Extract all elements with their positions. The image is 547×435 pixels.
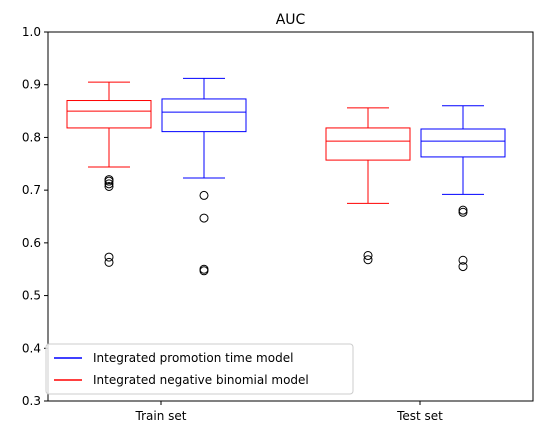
outlier-point bbox=[363, 251, 373, 261]
outlier-point bbox=[458, 262, 468, 272]
outlier-point bbox=[104, 179, 114, 189]
outlier-point bbox=[104, 252, 114, 262]
outlier-point bbox=[199, 213, 209, 223]
box-promotion-time-train bbox=[161, 77, 247, 276]
y-tick-label: 0.8 bbox=[22, 130, 41, 144]
iqr-box bbox=[325, 127, 411, 161]
x-tick-label: Test set bbox=[396, 409, 443, 423]
y-tick-label: 1.0 bbox=[22, 25, 41, 39]
box-negative-binomial-test bbox=[325, 107, 411, 265]
legend-label: Integrated negative binomial model bbox=[93, 373, 309, 387]
box-negative-binomial-train bbox=[66, 81, 152, 267]
box-promotion-time-test bbox=[420, 105, 506, 272]
y-tick-label: 0.5 bbox=[22, 289, 41, 303]
legend-label: Integrated promotion time model bbox=[93, 351, 293, 365]
outlier-point bbox=[363, 255, 373, 265]
y-tick-label: 0.7 bbox=[22, 183, 41, 197]
outlier-point bbox=[104, 181, 114, 191]
outlier-point bbox=[458, 205, 468, 215]
chart-title: AUC bbox=[276, 12, 306, 28]
legend: Integrated promotion time model Integrate… bbox=[45, 343, 354, 395]
legend-box bbox=[45, 343, 354, 395]
outlier-point bbox=[104, 176, 114, 186]
y-tick-label: 0.4 bbox=[22, 341, 41, 355]
boxes-layer bbox=[66, 77, 506, 276]
outlier-point bbox=[458, 207, 468, 217]
x-tick-label: Train set bbox=[135, 409, 187, 423]
axes-layer: 0.3 0.4 0.5 0.6 0.7 0.8 0.9 1.0 Train set Test se… bbox=[22, 25, 534, 423]
y-tick-label: 0.3 bbox=[22, 394, 41, 408]
iqr-box bbox=[66, 100, 152, 129]
outlier-point bbox=[104, 257, 114, 267]
outlier-point bbox=[199, 190, 209, 200]
y-tick-label: 0.6 bbox=[22, 236, 41, 250]
y-tick-label: 0.9 bbox=[22, 78, 41, 92]
iqr-box bbox=[161, 98, 247, 133]
outlier-point bbox=[199, 266, 209, 276]
iqr-box bbox=[420, 128, 506, 158]
outlier-point bbox=[458, 255, 468, 265]
plot-frame bbox=[47, 31, 534, 402]
